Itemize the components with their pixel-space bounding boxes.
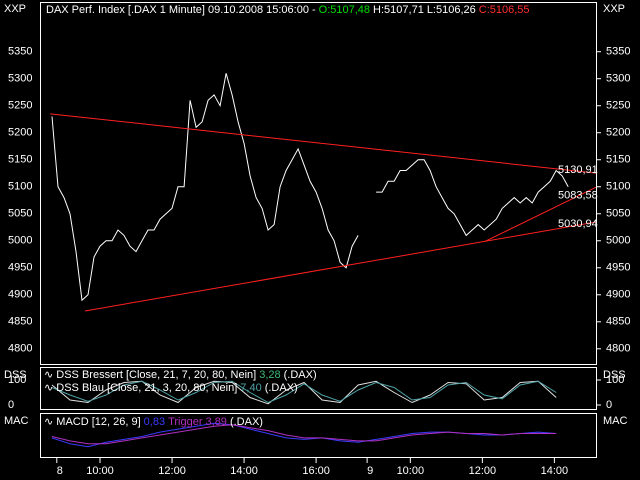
dss-pane — [40, 367, 597, 410]
y-tick-label-left: 5200 — [8, 127, 32, 139]
series-line — [51, 424, 557, 445]
trendline — [50, 113, 596, 174]
legend-suffix: (.DAX) — [284, 369, 317, 381]
legend-symbol: ∿ — [44, 369, 56, 381]
y-tick-label-right: 100 — [606, 374, 624, 386]
y-tick-label-right: 5300 — [606, 73, 630, 85]
header-open: O:5107,48 — [319, 4, 370, 16]
y-tick-label-left: 5150 — [8, 154, 32, 166]
header-title: DAX Perf. Index [.DAX 1 Minute] 09.10.20… — [46, 4, 316, 16]
series-line — [51, 380, 557, 405]
legend-value: 0,83 — [144, 416, 165, 428]
y-tick-label-right: 5050 — [606, 208, 630, 220]
plot — [51, 422, 557, 448]
y-tick-label-left: 5350 — [8, 46, 32, 58]
x-tick-label: 14:00 — [541, 465, 569, 477]
y-tick-label-left: 5000 — [8, 235, 32, 247]
legend-entry: ∿ DSS Bressert [Close, 21, 7, 20, 80, Ne… — [44, 369, 317, 381]
y-tick-label-right: 4900 — [606, 289, 630, 301]
header-low: L:5106,26 — [427, 4, 476, 16]
pane-label-right: DSS — [603, 369, 626, 381]
y-tick-label-right: 5250 — [606, 100, 630, 112]
trendline-label: 5030,94 — [558, 218, 598, 230]
macd-pane — [40, 413, 597, 458]
legend-value: 3,89 — [206, 416, 227, 428]
pane-label-right: MAC — [603, 415, 628, 427]
y-tick-label-left: 5050 — [8, 208, 32, 220]
y-tick-label-right: 0 — [606, 399, 612, 411]
y-tick-label-left: 4950 — [8, 262, 32, 274]
x-tick-label: 14:00 — [230, 465, 258, 477]
legend-symbol: ∿ — [44, 382, 56, 394]
series-line — [51, 380, 557, 404]
y-tick-label-right: 5350 — [606, 46, 630, 58]
left-label: XXP — [4, 3, 26, 15]
header: DAX Perf. Index [.DAX 1 Minute] 09.10.20… — [46, 4, 530, 16]
trendline-label: 5083,58 — [558, 190, 598, 202]
trendline-label: 5130,91 — [558, 164, 598, 176]
x-tick-label: 12:00 — [469, 465, 497, 477]
y-tick-label-left: 100 — [8, 374, 26, 386]
x-tick-label: 10:00 — [397, 465, 425, 477]
trendline — [483, 186, 596, 243]
series-line — [51, 73, 569, 302]
y-tick-label-left: 5300 — [8, 73, 32, 85]
legend-name: MACD [12, 26, 9] — [56, 416, 140, 428]
legend-entry: ∿ MACD [12, 26, 9] 0,83 Trigger 3,89 (.DAX) — [44, 416, 263, 428]
y-tick-label-right: 5200 — [606, 127, 630, 139]
header-high: H:5107,71 — [373, 4, 424, 16]
right-label: XXP — [603, 3, 625, 15]
y-tick-label-right: 5150 — [606, 154, 630, 166]
x-tick-label: 10:00 — [86, 465, 114, 477]
y-tick-label-right: 4850 — [606, 316, 630, 328]
plot — [51, 380, 557, 405]
y-tick-label-left: 4900 — [8, 289, 32, 301]
x-tick-label: 12:00 — [158, 465, 186, 477]
y-tick-label-left: 4850 — [8, 316, 32, 328]
legend-suffix: (.DAX) — [265, 382, 298, 394]
y-tick-label-left: 4800 — [8, 343, 32, 355]
pane-label-left: MAC — [4, 415, 29, 427]
legend-suffix: (.DAX) — [230, 416, 263, 428]
legend-value: 3,28 — [259, 369, 280, 381]
x-tick-label: 9 — [367, 465, 373, 477]
legend-value: 7,40 — [240, 382, 261, 394]
y-tick-label-left: 5250 — [8, 100, 32, 112]
y-tick-label-left: 0 — [8, 399, 14, 411]
legend-entry: ∿ DSS Blau [Close, 21, 3, 20, 80, Nein] 7… — [44, 382, 298, 394]
pane-label-left: DSS — [4, 369, 27, 381]
header-close: C:5106,55 — [479, 4, 530, 16]
legend-symbol: ∿ — [44, 416, 56, 428]
y-tick-label-right: 5000 — [606, 235, 630, 247]
y-tick-label-right: 4800 — [606, 343, 630, 355]
legend-name: DSS Blau [Close, 21, 3, 20, 80, Nein] — [56, 382, 237, 394]
trendline — [84, 221, 596, 312]
legend-name: DSS Bressert [Close, 21, 7, 20, 80, Nein… — [56, 369, 256, 381]
plot — [50, 73, 596, 312]
y-tick-label-left: 5100 — [8, 181, 32, 193]
legend-name: Trigger — [168, 416, 203, 428]
y-tick-label-right: 5100 — [606, 181, 630, 193]
main-pane — [40, 2, 597, 365]
x-tick-label: 8 — [57, 465, 63, 477]
x-tick-label: 16:00 — [302, 465, 330, 477]
y-tick-label-right: 4950 — [606, 262, 630, 274]
